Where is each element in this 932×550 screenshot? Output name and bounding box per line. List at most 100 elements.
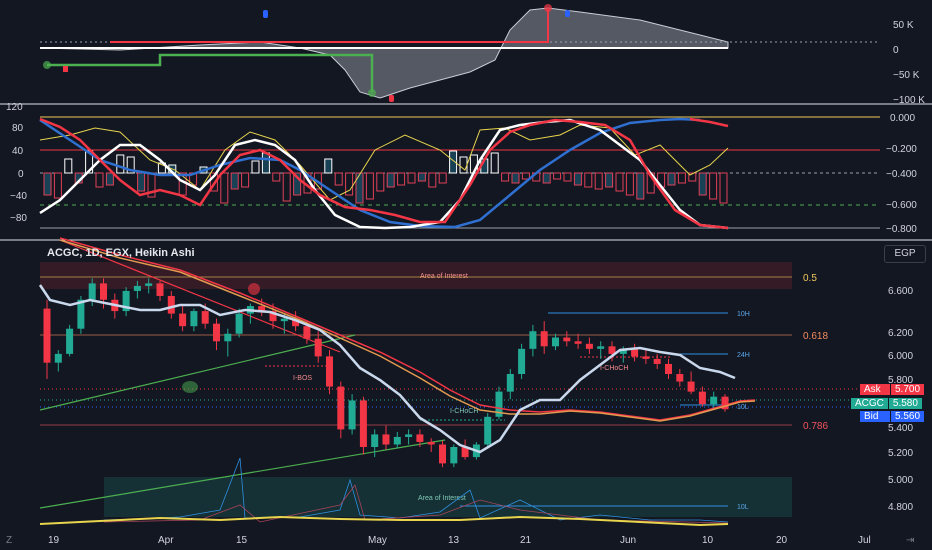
goto-realtime-icon[interactable]: ⇥ (906, 535, 914, 546)
pivot-marker-red (248, 283, 260, 295)
top-panel-green-step (47, 53, 374, 92)
time-axis-label: 15 (236, 535, 248, 546)
candle-body (156, 283, 164, 296)
mid-axis-left-label: 0 (18, 169, 24, 180)
time-axis-label: 13 (448, 535, 460, 546)
currency-button[interactable]: EGP (884, 245, 926, 263)
ma-light-blue-line (38, 284, 736, 454)
candle-body (280, 318, 288, 322)
candle-body (642, 356, 650, 359)
level-10l-bottom-label: 10L (737, 504, 749, 511)
top-axis-label: −50 K (893, 70, 920, 81)
histogram-bar (438, 172, 447, 184)
candle-body (416, 434, 424, 442)
candle-body (213, 323, 220, 342)
time-axis[interactable]: 19 Apr 15 May 13 21 Jun 10 20 Jul Z ⇥ (6, 535, 914, 546)
candle-body (359, 400, 367, 448)
time-axis-label: Jun (620, 535, 636, 546)
choch-label: I-CHoCH (450, 408, 478, 415)
candle-body (190, 311, 198, 327)
histogram-bar (376, 172, 385, 192)
fib-label: 0.786 (803, 421, 828, 432)
mid-panel-red-tail (689, 117, 729, 128)
trendline-red (59, 239, 341, 353)
fib-label: 0.5 (803, 273, 817, 284)
histogram-bar (428, 172, 437, 188)
mid-axis-left-label: 80 (12, 123, 24, 134)
top-panel-red-marker (544, 4, 552, 12)
mid-axis-left-label: −80 (10, 213, 27, 224)
mid-panel-yellow-osc (39, 124, 729, 201)
candle-body (77, 299, 85, 329)
histogram-bar (220, 172, 229, 204)
histogram-bar (459, 156, 468, 174)
ask-tag-name: Ask (860, 384, 890, 395)
histogram-bar (126, 156, 135, 174)
histogram-bar (542, 172, 551, 184)
candle-body (405, 434, 413, 437)
mid-axis-right-label: −0.600 (886, 200, 917, 211)
candle-body (676, 374, 684, 382)
level-24h-label: 24H (737, 352, 750, 359)
candle-body (552, 337, 559, 347)
histogram-bar (605, 172, 614, 188)
time-axis-label: 21 (520, 535, 532, 546)
histogram-bar (64, 158, 73, 174)
candle-body (179, 313, 187, 327)
histogram-bar (85, 150, 94, 174)
last-price-tag-value: 5.580 (888, 398, 922, 409)
price-axis-label: 6.000 (888, 351, 913, 362)
candle-body (687, 381, 695, 392)
candle-body (631, 348, 639, 357)
histogram-bar (43, 172, 52, 196)
bos-label: I-BOS (293, 375, 312, 382)
price-axis-label: 4.800 (888, 502, 913, 513)
candle-body (393, 436, 401, 445)
time-axis-label: 20 (776, 535, 788, 546)
candle-body (698, 391, 706, 405)
top-axis-label: 0 (893, 45, 899, 56)
candle-body (495, 391, 503, 417)
trendline-green (39, 334, 356, 411)
time-axis-label: Apr (158, 535, 174, 546)
timezone-button[interactable]: Z (6, 535, 12, 546)
histogram-bar (282, 172, 291, 202)
histogram-bar (573, 172, 582, 186)
candle-body (450, 447, 458, 464)
histogram-bar (397, 172, 406, 186)
candle-body (371, 434, 379, 448)
candle-body (574, 341, 582, 344)
top-panel-red-flag (389, 95, 394, 102)
price-panel: Area of Interest Area of Interest 0.5 0.… (38, 237, 913, 527)
mid-panel: 120 80 40 0 −40 −80 0.000 −0.200 −0.400 … (6, 102, 917, 235)
last-price-tag: ACGC 5.580 (851, 398, 922, 409)
mid-panel-white-osc (39, 118, 729, 230)
candle-body (88, 283, 96, 300)
mid-axis-left-label: 120 (6, 102, 23, 113)
top-panel-green-marker (368, 89, 376, 97)
time-axis-label: 19 (48, 535, 60, 546)
histogram-bar (230, 172, 239, 190)
ma-red-line (59, 237, 756, 421)
top-panel-green-marker (43, 61, 51, 69)
time-axis-label: May (368, 535, 387, 546)
histogram-bar (53, 172, 62, 199)
candle-body (133, 285, 141, 291)
histogram-bar (116, 154, 125, 174)
histogram-bar (625, 172, 634, 196)
candle-body (43, 308, 51, 363)
price-axis-label: 6.600 (888, 286, 913, 297)
fib-label: 0.618 (803, 331, 828, 342)
histogram-bar (95, 172, 104, 188)
time-axis-label: Jul (858, 535, 871, 546)
candle-body (326, 356, 333, 387)
trendline-green-lower (39, 439, 446, 509)
histogram-bar (501, 172, 510, 182)
level-10h-label: 10H (737, 311, 750, 318)
price-axis-label: 5.800 (888, 375, 913, 386)
ma-orange-line (59, 239, 756, 422)
histogram-bar (521, 172, 530, 180)
mid-axis-right-label: −0.800 (886, 224, 917, 235)
symbol-title[interactable]: ACGC, 1D, EGX, Heikin Ashi (47, 247, 195, 259)
candlestick-series (43, 278, 729, 468)
